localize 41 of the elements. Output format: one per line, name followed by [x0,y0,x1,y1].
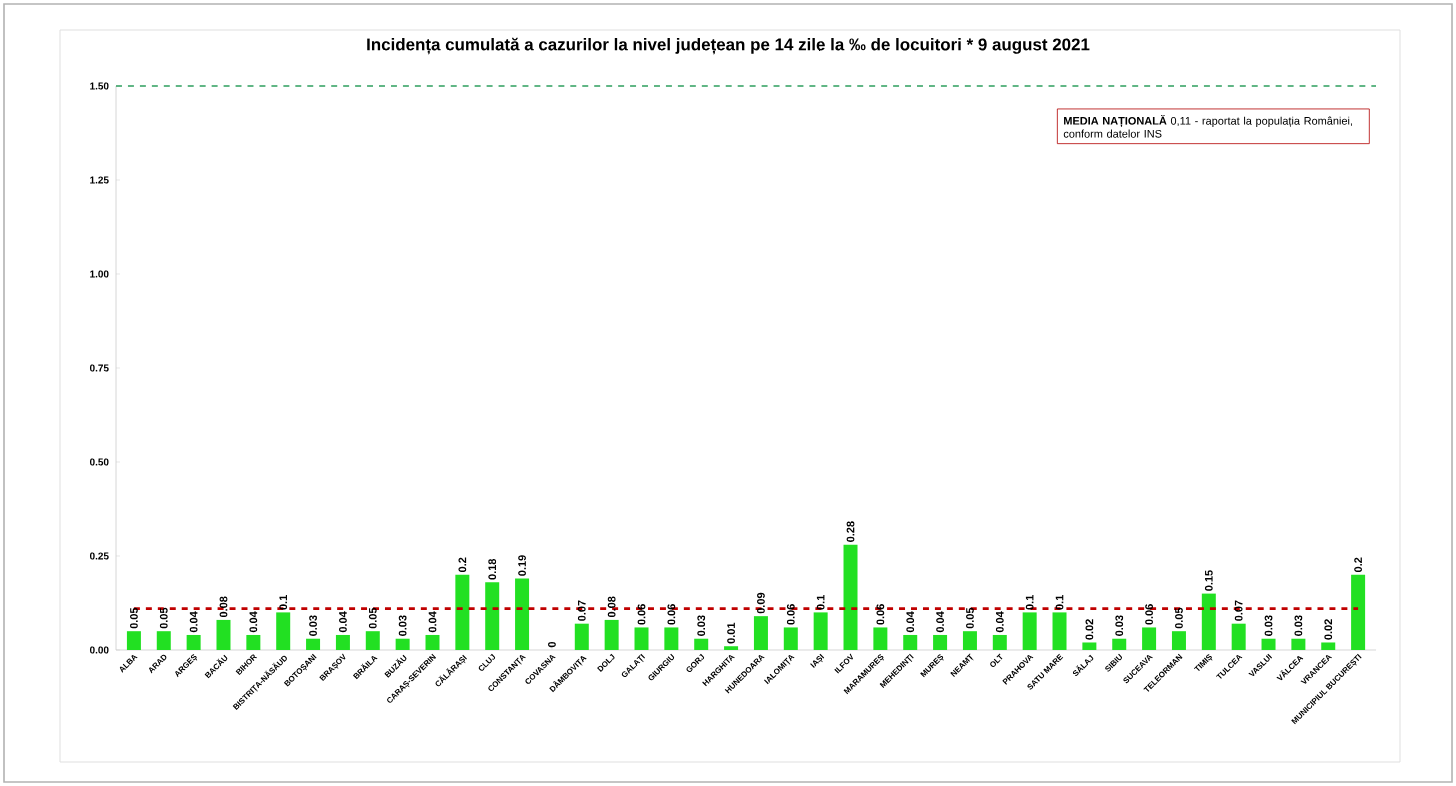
bar [664,627,679,650]
bar [425,634,440,650]
bar [455,574,470,650]
bar [933,634,948,650]
bar [1231,623,1246,650]
bar [1022,612,1037,650]
bar [813,612,828,650]
bar [216,619,231,650]
bar [843,544,858,650]
bar [186,634,201,650]
bar [1142,627,1157,650]
bar [1082,642,1097,650]
bar [962,631,977,650]
bar [335,634,350,650]
bar [395,638,410,650]
bar [634,627,649,650]
bar [306,638,321,650]
bar [992,634,1007,650]
bar [574,623,589,650]
bar [1171,631,1186,650]
bar [753,616,768,650]
bar [1351,574,1366,650]
bar [903,634,918,650]
bar [365,631,380,650]
bar [126,631,141,650]
bar [694,638,709,650]
bar [276,612,291,650]
bar [873,627,888,650]
bar [604,619,619,650]
bar [1261,638,1276,650]
chart-title: Incidența cumulată a cazurilor la nivel județean pe 14 zile la ‰ de locuitori * 9 august 2021 [367,37,1090,55]
bar [1201,593,1216,650]
bar [156,631,171,650]
bar [1291,638,1306,650]
bar [1321,642,1336,650]
bar [783,627,798,650]
bar [1112,638,1127,650]
bar [485,582,500,650]
bar [1052,612,1067,650]
bar [515,578,530,650]
bar [246,634,261,650]
